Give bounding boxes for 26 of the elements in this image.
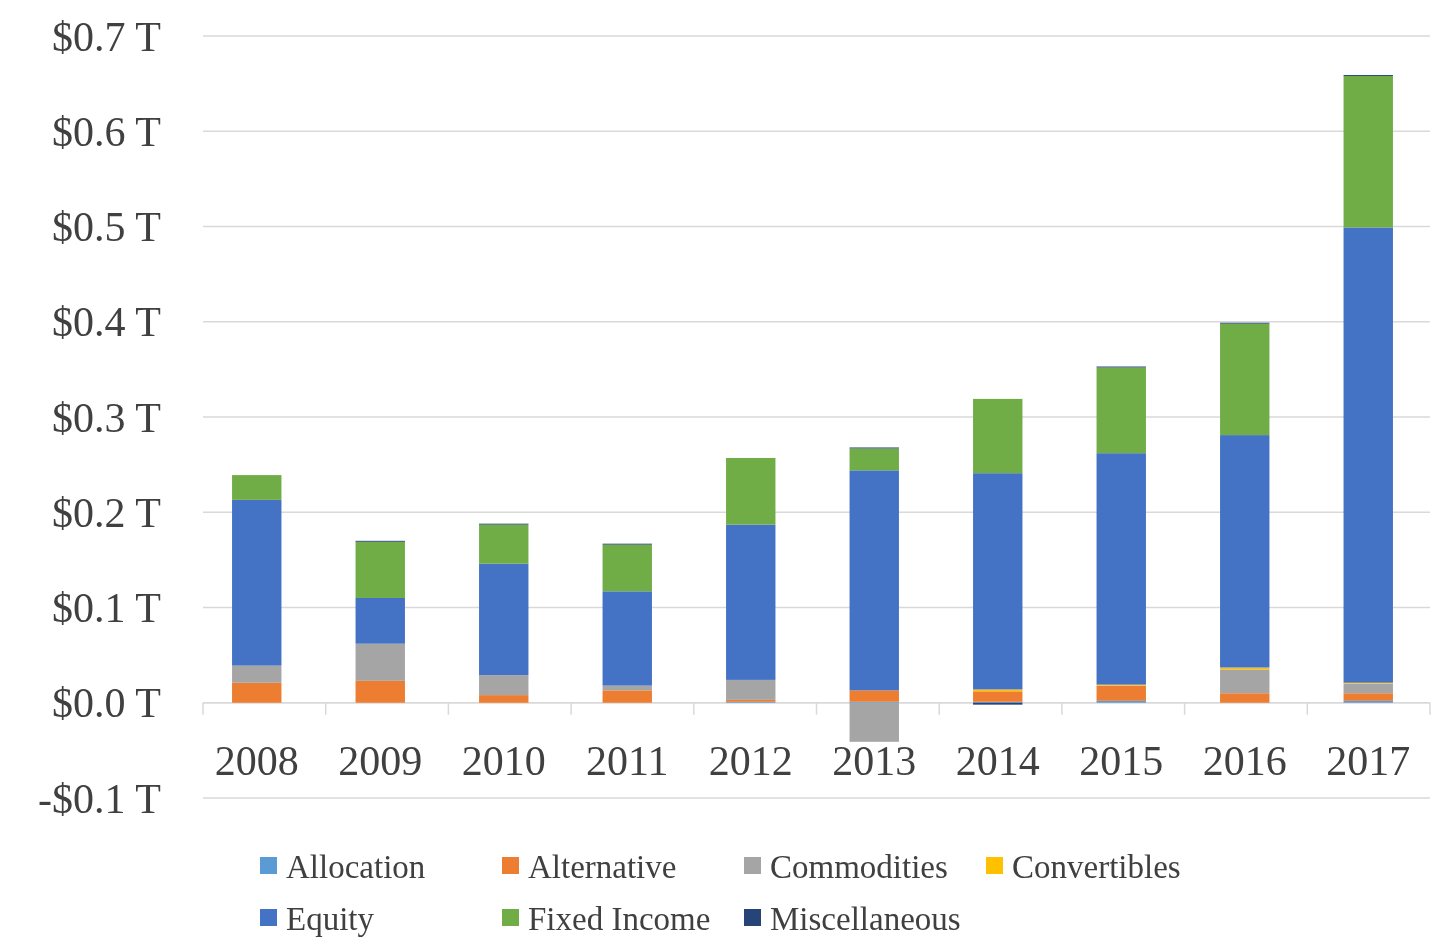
x-tick-label: 2015: [1079, 737, 1164, 784]
legend-label: Allocation: [286, 848, 426, 885]
x-tick-label: 2012: [708, 737, 793, 784]
legend-label: Commodities: [770, 848, 948, 885]
x-tick-label: 2017: [1326, 737, 1411, 784]
y-tick-label: -$0.1 T: [38, 775, 161, 822]
x-tick-label: 2010: [461, 737, 546, 784]
x-tick-label: 2011: [586, 737, 669, 784]
x-tick-label: 2014: [955, 737, 1040, 784]
legend-label: Equity: [286, 900, 375, 937]
legend-label: Miscellaneous: [770, 900, 961, 937]
x-tick-label: 2009: [338, 737, 423, 784]
y-tick-label: $0.1 T: [52, 585, 161, 632]
y-tick-label: $0.0 T: [52, 680, 161, 727]
legend-label: Convertibles: [1012, 848, 1181, 885]
y-tick-label: $0.3 T: [52, 394, 161, 441]
y-tick-label: $0.5 T: [52, 204, 161, 251]
y-tick-label: $0.4 T: [52, 299, 161, 346]
legend-label: Alternative: [528, 848, 677, 885]
y-tick-label: $0.6 T: [52, 108, 161, 155]
y-tick-label: $0.7 T: [52, 13, 161, 60]
x-tick-label: 2008: [214, 737, 299, 784]
y-tick-label: $0.2 T: [52, 489, 161, 536]
x-tick-label: 2013: [832, 737, 917, 784]
x-tick-label: 2016: [1202, 737, 1287, 784]
legend-label: Fixed Income: [528, 900, 711, 937]
